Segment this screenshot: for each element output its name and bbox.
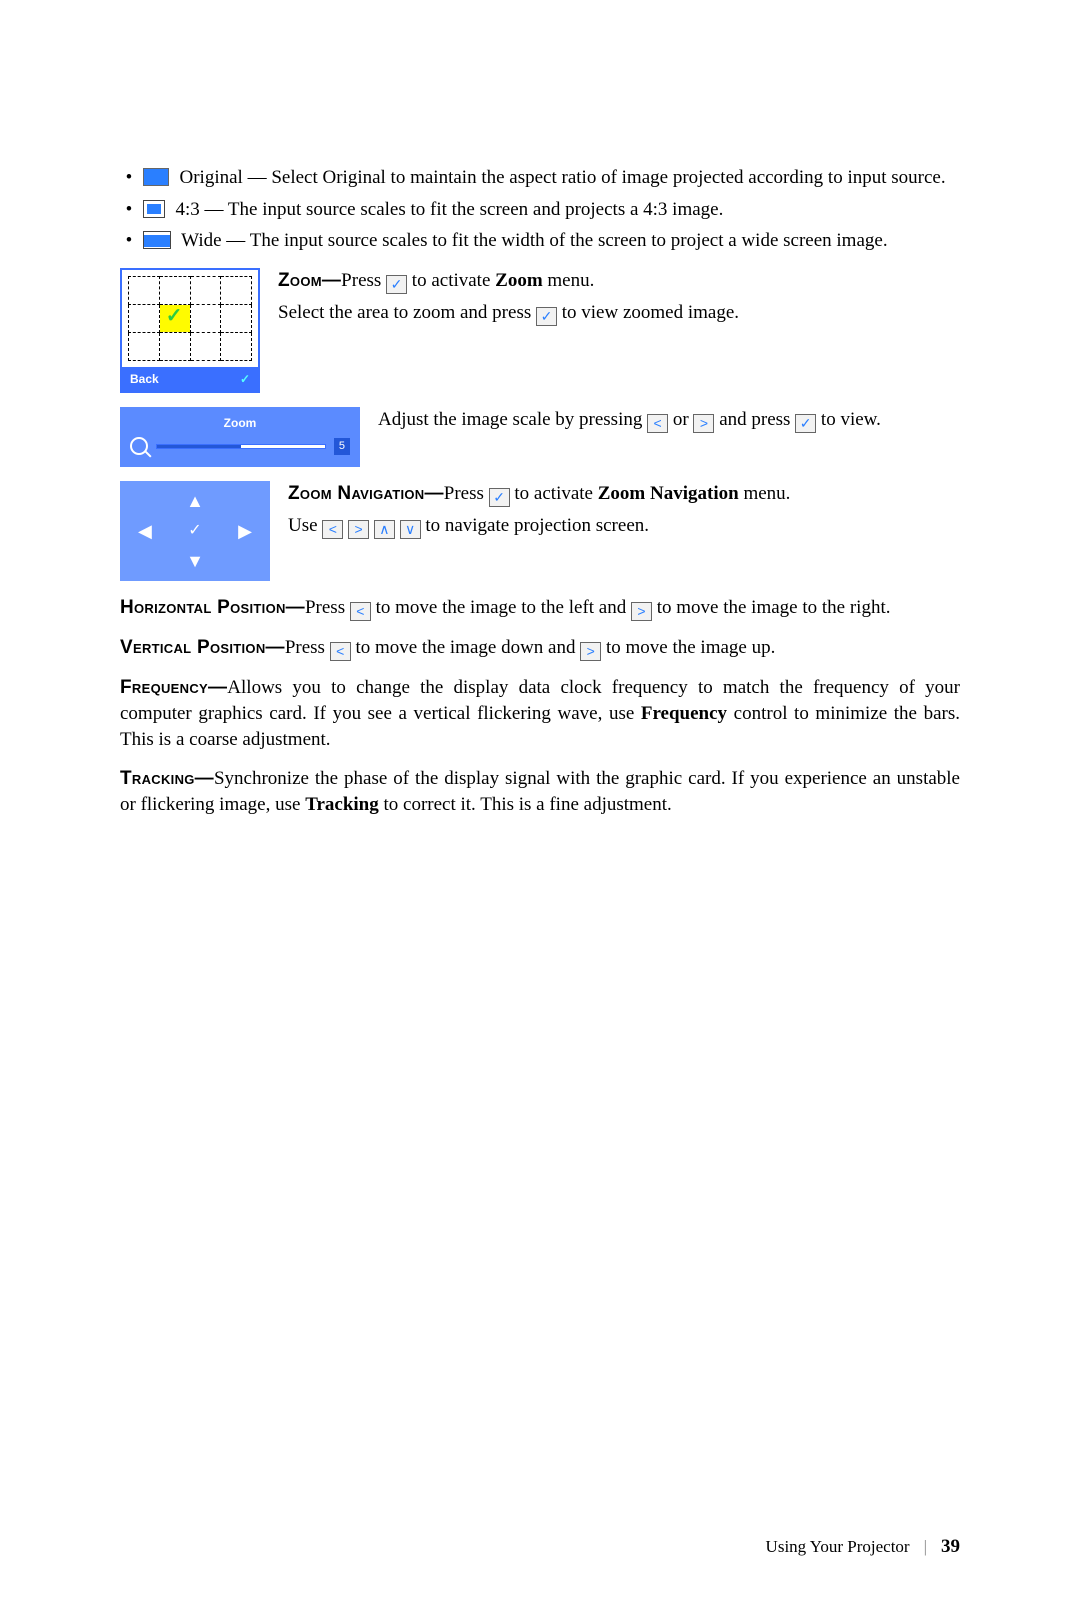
enter-check-icon: ✓ [795,414,816,433]
nav-check-icon: ✓ [188,521,201,543]
tracking-label: Tracking— [120,768,214,789]
right-arrow-icon: > [693,414,714,433]
zoom-nav-label: Zoom Navigation— [288,483,444,504]
magnifier-icon [130,437,148,455]
zoom-slider-figure: Zoom 5 [120,407,360,467]
bullet-wide-text: Wide — The input source scales to fit th… [181,230,887,251]
zoom-navigation-figure: ▲ ▼ ◀ ▶ ✓ [120,481,270,581]
vertical-position-paragraph: Vertical Position—Press < to move the im… [120,635,960,661]
right-arrow-icon: > [631,602,652,621]
left-arrow-icon: < [350,602,371,621]
zoom-grid-back-label: Back [130,371,159,387]
zoom-navigation-section: ▲ ▼ ◀ ▶ ✓ Zoom Navigation—Press ✓ to act… [120,481,960,581]
zoom-adjust-text: Adjust the image scale by pressing < or … [378,407,881,439]
nav-up-icon: ▲ [186,489,204,513]
enter-check-icon: ✓ [386,275,407,294]
nav-right-icon: ▶ [238,519,252,543]
up-arrow-icon: ∧ [374,520,395,539]
horizontal-position-paragraph: Horizontal Position—Press < to move the … [120,595,960,621]
frequency-label: Frequency— [120,677,227,698]
bullet-original-text: Original — Select Original to maintain t… [180,167,946,188]
zoom-slider-track [156,444,326,449]
zoom-grid [128,276,252,361]
down-arrow-icon: ∨ [400,520,421,539]
enter-check-icon: ✓ [536,307,557,326]
nav-left-icon: ◀ [138,519,152,543]
footer-section: Using Your Projector [766,1536,910,1559]
wide-aspect-icon [143,231,171,249]
zoom-navigation-text: Zoom Navigation—Press ✓ to activate Zoom… [288,481,790,545]
right-arrow-icon: > [348,520,369,539]
hpos-label: Horizontal Position— [120,597,305,618]
zoom-label: Zoom— [278,270,341,291]
zoom-slider-value: 5 [334,438,350,455]
nav-down-icon: ▼ [186,549,204,573]
bullet-wide: • Wide — The input source scales to fit … [120,228,960,254]
zoom-section: Back ✓ Zoom—Press ✓ to activate Zoom men… [120,268,960,393]
zoom-description: Zoom—Press ✓ to activate Zoom menu. Sele… [278,268,739,332]
ratio-4-3-icon [143,200,165,218]
right-arrow-icon: > [580,642,601,661]
bullet-43-text: 4:3 — The input source scales to fit the… [176,199,724,220]
vpos-label: Vertical Position— [120,637,285,658]
bullet-43: • 4:3 — The input source scales to fit t… [120,197,960,223]
page-footer: Using Your Projector | 39 [766,1534,960,1560]
page-number: 39 [941,1534,960,1560]
zoom-grid-selected-cell [159,304,190,332]
bullet-original: • Original — Select Original to maintain… [120,165,960,191]
zoom-slider-title: Zoom [130,415,350,431]
enter-check-icon: ✓ [489,488,510,507]
check-icon: ✓ [240,371,250,387]
zoom-grid-figure: Back ✓ [120,268,260,393]
original-aspect-icon [143,168,169,186]
frequency-paragraph: Frequency—Allows you to change the displ… [120,675,960,752]
left-arrow-icon: < [330,642,351,661]
footer-separator: | [924,1536,927,1559]
zoom-slider-section: Zoom 5 Adjust the image scale by pressin… [120,407,960,467]
left-arrow-icon: < [647,414,668,433]
left-arrow-icon: < [322,520,343,539]
tracking-paragraph: Tracking—Synchronize the phase of the di… [120,766,960,817]
